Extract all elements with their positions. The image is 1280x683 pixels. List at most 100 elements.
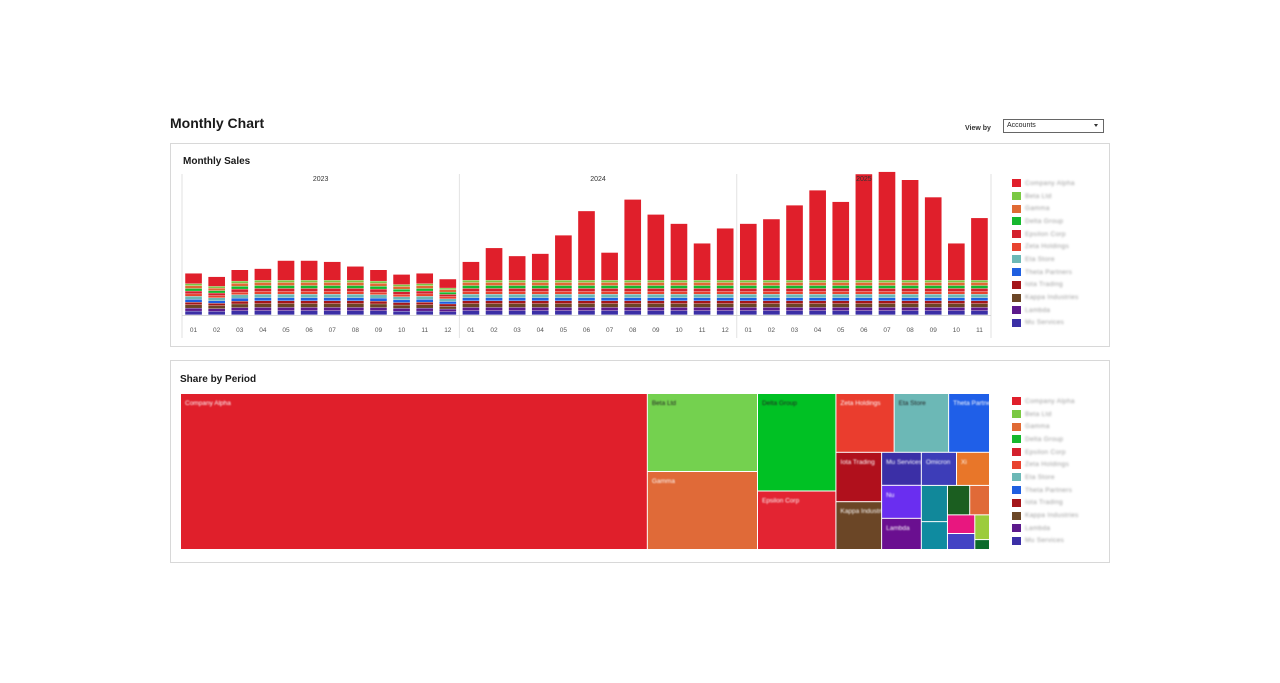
bar-17[interactable] — [555, 235, 572, 315]
treemap-tile[interactable] — [947, 485, 970, 515]
bar-14[interactable] — [485, 248, 503, 315]
share-legend-item[interactable]: Mu Services — [1012, 535, 1102, 548]
bar-segment — [370, 281, 387, 284]
sales-legend-item[interactable]: Lambda — [1012, 304, 1102, 317]
share-legend-item[interactable]: Epsilon Corp — [1012, 446, 1102, 459]
share-legend-item[interactable]: Beta Ltd — [1012, 408, 1102, 421]
bar-segment — [485, 280, 503, 283]
bar-18[interactable] — [578, 211, 595, 315]
treemap-tile[interactable]: Eta Store — [894, 394, 949, 452]
sales-legend-item[interactable]: Epsilon Corp — [1012, 228, 1102, 241]
treemap-tile-label: Mu Services — [886, 459, 923, 466]
bar-34[interactable] — [948, 243, 965, 315]
bar-20[interactable] — [624, 199, 642, 315]
bar-segment — [531, 282, 549, 286]
bar-27[interactable] — [786, 205, 803, 315]
treemap-tile[interactable]: Nu — [882, 485, 921, 518]
bar-segment — [485, 307, 503, 311]
treemap-tile[interactable]: Kappa Industries — [836, 502, 890, 549]
bar-8[interactable] — [347, 266, 364, 315]
bar-4[interactable] — [254, 268, 272, 315]
treemap-tile[interactable] — [921, 485, 947, 522]
treemap-tile[interactable]: Omicron — [921, 452, 957, 485]
sales-legend-item[interactable]: Zeta Holdings — [1012, 240, 1102, 253]
share-legend-item[interactable]: Kappa Industries — [1012, 509, 1102, 522]
bar-2[interactable] — [208, 276, 225, 315]
bar-22[interactable] — [670, 223, 688, 315]
bar-segment — [693, 288, 711, 292]
bar-segment — [277, 310, 295, 315]
sales-legend-item[interactable]: Beta Ltd — [1012, 190, 1102, 203]
bar-28[interactable] — [809, 190, 826, 315]
treemap-tile[interactable]: Theta Partners — [949, 394, 997, 452]
sales-legend-item[interactable]: Eta Store — [1012, 253, 1102, 266]
bar-25[interactable] — [739, 223, 757, 315]
sales-legend-item[interactable]: Company Alpha — [1012, 177, 1102, 190]
bar-7[interactable] — [323, 261, 341, 315]
treemap-tile[interactable] — [975, 515, 989, 540]
bar-16[interactable] — [531, 253, 549, 315]
bar-segment — [578, 307, 595, 311]
bar-5[interactable] — [277, 260, 295, 315]
treemap-tile[interactable]: Delta Group — [757, 394, 836, 491]
share-legend-item[interactable]: Iota Trading — [1012, 497, 1102, 510]
bar-29[interactable] — [832, 201, 850, 315]
sales-legend-item[interactable]: Iota Trading — [1012, 279, 1102, 292]
bar-35[interactable] — [971, 218, 988, 315]
bar-12[interactable] — [439, 279, 457, 315]
view-by-select[interactable]: Accounts — [1003, 119, 1104, 133]
bar-33[interactable] — [924, 197, 942, 315]
bar-segment — [670, 288, 688, 292]
bar-23[interactable] — [693, 243, 711, 315]
bar-31[interactable] — [878, 171, 896, 315]
share-legend-item[interactable]: Eta Store — [1012, 471, 1102, 484]
sales-legend-item[interactable]: Kappa Industries — [1012, 291, 1102, 304]
treemap-tile[interactable]: Xi — [957, 452, 989, 485]
bar-1[interactable] — [185, 273, 202, 315]
bar-6[interactable] — [300, 260, 318, 315]
bar-24[interactable] — [716, 228, 734, 315]
bar-32[interactable] — [901, 180, 919, 315]
bar-19[interactable] — [601, 252, 618, 315]
bar-segment — [832, 288, 850, 292]
sales-legend-item[interactable]: Gamma — [1012, 202, 1102, 215]
bar-segment — [508, 297, 526, 301]
sales-legend-item[interactable]: Theta Partners — [1012, 266, 1102, 279]
treemap-tile[interactable] — [947, 515, 975, 534]
sales-legend-item[interactable]: Delta Group — [1012, 215, 1102, 228]
treemap-tile[interactable]: Epsilon Corp — [757, 491, 836, 550]
treemap-tile[interactable]: Beta Ltd — [647, 394, 757, 471]
treemap-tile[interactable]: Mu Services — [882, 452, 923, 485]
treemap-tile-label: Company Alpha — [185, 400, 231, 407]
treemap-tile[interactable] — [970, 485, 989, 515]
bar-11[interactable] — [416, 273, 434, 315]
bar-30[interactable] — [855, 174, 873, 315]
bar-10[interactable] — [393, 274, 410, 315]
treemap-tile[interactable]: Lambda — [882, 518, 921, 549]
bar-9[interactable] — [370, 270, 387, 315]
treemap-tile[interactable]: Company Alpha — [181, 394, 647, 549]
bar-21[interactable] — [647, 214, 665, 315]
treemap-tile[interactable] — [975, 540, 989, 549]
bar-15[interactable] — [508, 256, 526, 315]
share-legend-item[interactable]: Company Alpha — [1012, 395, 1102, 408]
share-legend-item[interactable]: Lambda — [1012, 522, 1102, 535]
bar-segment — [300, 285, 318, 289]
bar-segment — [578, 310, 595, 315]
treemap-tile[interactable]: Gamma — [647, 472, 757, 549]
bar-segment — [531, 288, 549, 292]
treemap-tile[interactable] — [921, 522, 947, 549]
share-legend-item[interactable]: Zeta Holdings — [1012, 458, 1102, 471]
treemap-tile[interactable]: Zeta Holdings — [836, 394, 894, 452]
share-legend-item[interactable]: Delta Group — [1012, 433, 1102, 446]
sales-legend-item[interactable]: Mu Services — [1012, 317, 1102, 330]
bar-segment — [508, 285, 526, 289]
share-legend-item[interactable]: Theta Partners — [1012, 484, 1102, 497]
share-legend-item[interactable]: Gamma — [1012, 420, 1102, 433]
bar-3[interactable] — [231, 270, 249, 315]
bar-13[interactable] — [462, 261, 480, 315]
year-label: 2024 — [590, 176, 606, 183]
treemap-tile[interactable] — [947, 534, 975, 549]
treemap-tile[interactable]: Iota Trading — [836, 452, 882, 502]
bar-26[interactable] — [763, 219, 780, 315]
